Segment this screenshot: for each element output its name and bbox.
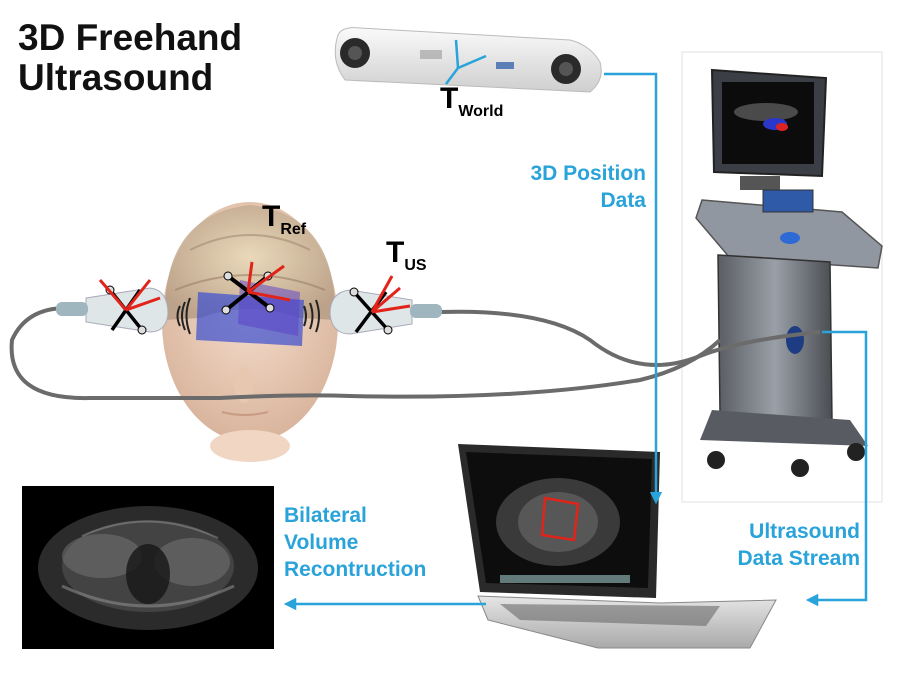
diagram-title: 3D Freehand Ultrasound xyxy=(18,18,242,98)
data-flow-arrows xyxy=(283,72,868,611)
sound-waves xyxy=(176,297,320,335)
reference-frame-marker xyxy=(221,261,291,315)
reconstruction-label: Bilateral Volume Recontruction xyxy=(284,502,464,583)
data-stream-line-2: Data Stream xyxy=(737,547,860,570)
title-line-1: 3D Freehand xyxy=(18,17,243,58)
reconstruction-line-3: Recontruction xyxy=(284,558,427,581)
t-ref-subscript: Ref xyxy=(280,221,307,239)
laptop xyxy=(458,444,777,649)
position-data-label: 3D Position Data xyxy=(488,160,646,214)
data-stream-line-1: Ultrasound xyxy=(749,520,860,543)
ultrasound-machine xyxy=(681,51,883,503)
t-us-main: T xyxy=(386,236,405,269)
reconstruction-line-2: Volume xyxy=(284,531,359,554)
volume-texture xyxy=(38,506,258,630)
t-world-label: TWorld xyxy=(440,82,504,121)
t-world-subscript: World xyxy=(458,103,504,121)
reconstruction-line-1: Bilateral xyxy=(284,504,367,527)
left-ultrasound-probe xyxy=(56,279,169,335)
right-ultrasound-probe xyxy=(329,275,442,335)
world-frame-axes xyxy=(445,39,487,85)
position-data-line-2: Data xyxy=(600,189,646,212)
t-world-main: T xyxy=(440,82,459,115)
title-line-2: Ultrasound xyxy=(18,57,214,98)
position-data-line-1: 3D Position xyxy=(530,162,646,185)
patient-head xyxy=(162,202,338,462)
probe-cables xyxy=(9,306,821,401)
t-us-label: TUS xyxy=(386,236,427,275)
data-stream-label: Ultrasound Data Stream xyxy=(700,518,860,572)
t-ref-main: T xyxy=(262,200,281,233)
t-ref-label: TRef xyxy=(262,200,307,239)
reconstructed-volume-image xyxy=(22,486,274,649)
tracking-camera xyxy=(334,27,602,93)
data-stream-arrow xyxy=(805,330,868,607)
position-data-arrow xyxy=(604,72,663,505)
t-us-subscript: US xyxy=(404,257,427,275)
